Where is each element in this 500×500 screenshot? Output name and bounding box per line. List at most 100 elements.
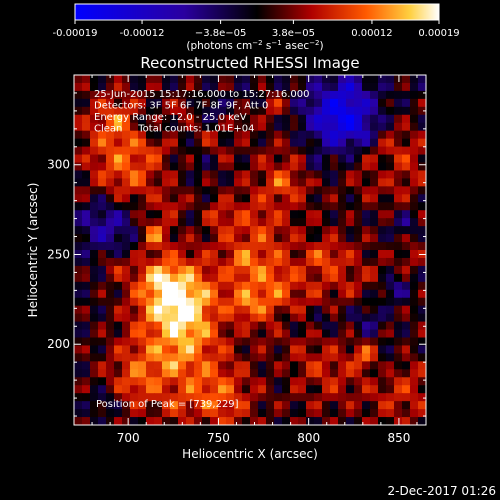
heatmap-cell (122, 313, 131, 323)
heatmap-cell (282, 281, 291, 291)
heatmap-cell (330, 305, 339, 315)
heatmap-cell (354, 337, 363, 347)
heatmap-cell (90, 194, 99, 203)
heatmap-cell (370, 289, 379, 299)
heatmap-cell (322, 226, 331, 235)
heatmap-cell (226, 265, 235, 275)
heatmap-cell (378, 337, 387, 347)
heatmap-cell (162, 234, 171, 243)
heatmap-cell (266, 170, 275, 179)
heatmap-cell (394, 242, 403, 251)
heatmap-cell (122, 90, 131, 100)
heatmap-cell (178, 154, 187, 164)
heatmap-cell (250, 377, 259, 386)
heatmap-cell (162, 162, 171, 172)
heatmap-cell (378, 242, 387, 251)
heatmap-cell (354, 178, 363, 187)
heatmap-cell (122, 345, 131, 354)
heatmap-cell (130, 226, 139, 235)
heatmap-cell (354, 401, 363, 410)
heatmap-cell (306, 178, 315, 187)
heatmap-cell (146, 122, 155, 132)
heatmap-cell (170, 250, 179, 259)
heatmap-cell (90, 75, 99, 84)
heatmap-cell (410, 218, 419, 227)
heatmap-cell (298, 257, 307, 267)
heatmap-cell (330, 130, 339, 140)
heatmap-cell (282, 369, 291, 378)
heatmap-cell (266, 122, 275, 132)
heatmap-cell (202, 401, 211, 410)
heatmap-cell (122, 321, 131, 331)
heatmap-cell (122, 186, 131, 195)
heatmap-cell (186, 130, 195, 140)
heatmap-cell (130, 273, 139, 283)
heatmap-cell (154, 361, 163, 370)
heatmap-cell (306, 417, 315, 425)
heatmap-cell (194, 210, 203, 219)
heatmap-cell (186, 369, 195, 378)
heatmap-cell (90, 242, 99, 251)
heatmap-cell (106, 98, 115, 108)
heatmap-cell (322, 377, 331, 386)
heatmap-cell (330, 218, 339, 227)
heatmap-cell (170, 337, 179, 347)
heatmap-cell (314, 218, 323, 227)
heatmap-cell (226, 273, 235, 283)
heatmap-cell (234, 186, 243, 195)
heatmap-cell (322, 114, 331, 124)
heatmap-cell (418, 242, 426, 251)
heatmap-cell (386, 353, 395, 362)
heatmap-cell (226, 122, 235, 132)
heatmap-cell (394, 162, 403, 172)
heatmap-cell (338, 202, 347, 211)
heatmap-cell (386, 250, 395, 259)
heatmap-cell (242, 377, 251, 386)
heatmap-cell (186, 281, 195, 291)
heatmap-cell (170, 90, 179, 100)
heatmap-cell (394, 289, 403, 299)
heatmap-cell (90, 162, 99, 172)
heatmap-cell (202, 202, 211, 211)
heatmap-cell (274, 226, 283, 235)
heatmap-cell (210, 305, 219, 315)
heatmap-cell (250, 313, 259, 323)
heatmap-cell (218, 337, 227, 347)
heatmap-cell (234, 409, 243, 418)
heatmap-cell (290, 361, 299, 370)
heatmap-cell (162, 353, 171, 362)
heatmap-cell (266, 353, 275, 362)
heatmap-cell (146, 82, 155, 92)
heatmap-cell (194, 337, 203, 347)
heatmap-cell (410, 234, 419, 243)
heatmap-cell (114, 329, 123, 339)
heatmap-cell (330, 98, 339, 108)
heatmap-cell (322, 401, 331, 410)
heatmap-cell (130, 305, 139, 315)
heatmap-cell (258, 146, 267, 156)
heatmap-cell (82, 162, 91, 172)
heatmap-cell (418, 409, 426, 418)
heatmap-cell (186, 337, 195, 347)
heatmap-cell (82, 281, 91, 291)
heatmap-cell (226, 250, 235, 259)
heatmap-cell (234, 154, 243, 164)
heatmap-cell (122, 250, 131, 259)
heatmap-cell (370, 313, 379, 323)
heatmap-cell (250, 162, 259, 172)
heatmap-cell (298, 170, 307, 179)
heatmap-cell (82, 385, 91, 394)
heatmap-cell (290, 329, 299, 339)
heatmap-cell (266, 273, 275, 283)
heatmap-cell (226, 138, 235, 148)
heatmap-cell (258, 313, 267, 323)
heatmap-cell (282, 178, 291, 187)
heatmap-cell (82, 289, 91, 299)
heatmap-cell (322, 329, 331, 339)
heatmap-cell (282, 218, 291, 227)
heatmap-cell (354, 98, 363, 108)
heatmap-cell (402, 313, 411, 323)
heatmap-cell (410, 265, 419, 275)
heatmap-cell (202, 242, 211, 251)
heatmap-cell (290, 98, 299, 108)
